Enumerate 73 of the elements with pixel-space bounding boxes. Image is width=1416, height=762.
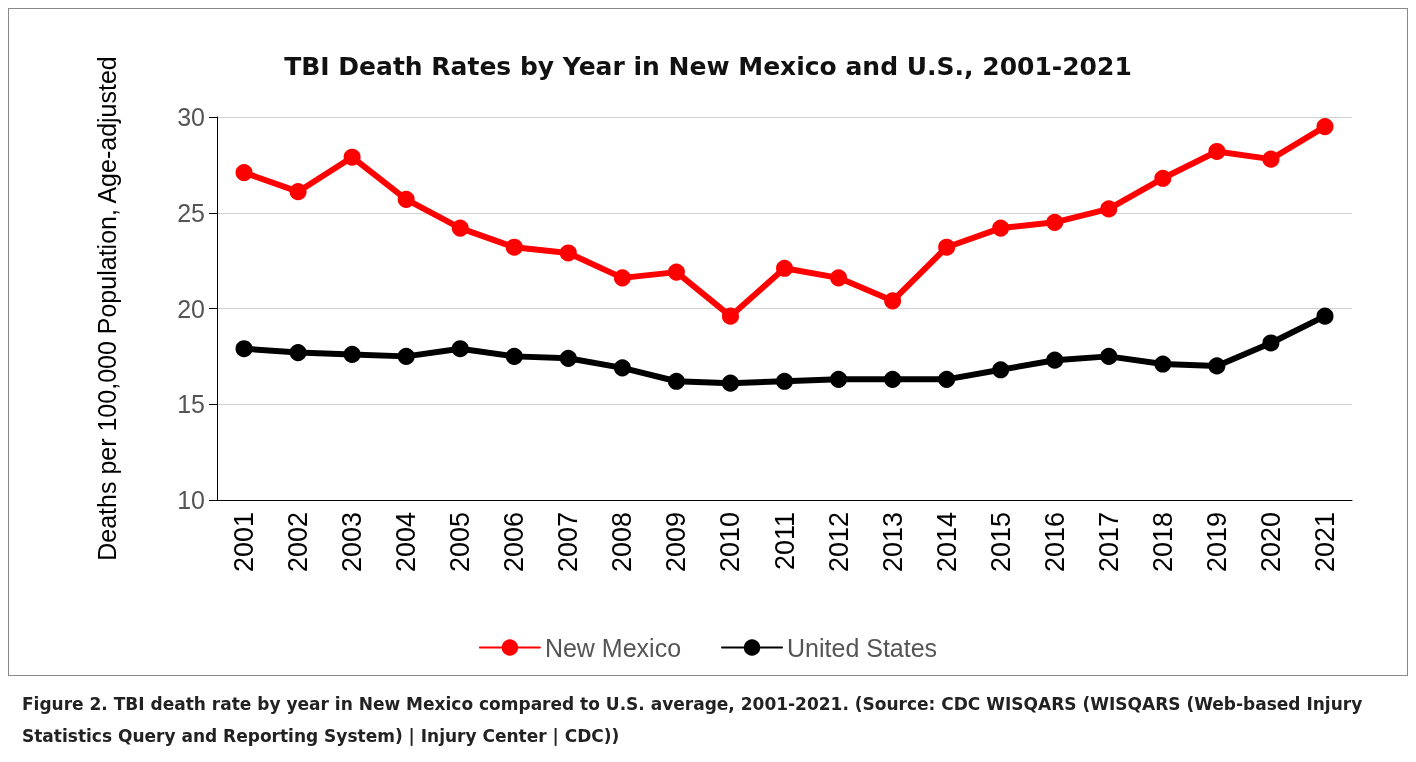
y-tick-label: 15 [177, 390, 205, 419]
point [289, 344, 307, 362]
point [830, 370, 848, 388]
point [884, 292, 902, 310]
x-tick-label: 2007 [553, 512, 584, 573]
x-tick-label: 2004 [391, 512, 422, 573]
point [1100, 347, 1118, 365]
point [1100, 200, 1118, 218]
x-tick-label: 2008 [607, 512, 638, 573]
point [559, 349, 577, 367]
x-tick-label: 2020 [1255, 512, 1286, 573]
point [667, 372, 685, 390]
x-tick-label: 2021 [1309, 512, 1340, 573]
x-tick-label: 2016 [1039, 512, 1070, 573]
point [1154, 355, 1172, 373]
point [721, 307, 739, 325]
chart-title: TBI Death Rates by Year in New Mexico and U.S., 2001-2021 [284, 52, 1132, 81]
point [938, 370, 956, 388]
y-tick-label: 10 [177, 486, 205, 514]
point [1262, 334, 1280, 352]
point [613, 359, 631, 377]
point [397, 347, 415, 365]
point [667, 263, 685, 281]
y-tick-label: 20 [177, 294, 205, 323]
y-tick-label: 25 [177, 198, 205, 227]
point [1208, 357, 1226, 375]
point [1154, 169, 1172, 187]
point [776, 259, 793, 277]
x-tick-label: 2001 [229, 512, 260, 573]
caption: Figure 2. TBI death rate by year in New Mexico compared to U.S. average, 2001-2021. (Source: CDC WISQARS (WISQARS (Web-based Injury Statistics Query and Reporting System) | Injury Center | CDC)) [22, 693, 1364, 748]
x-tick-label: 2019 [1201, 512, 1232, 573]
x-tick-label: 2018 [1147, 512, 1178, 573]
point [343, 148, 361, 166]
x-tick-label: 2014 [931, 512, 962, 573]
point [505, 347, 523, 365]
point [451, 219, 469, 237]
point [1046, 351, 1064, 369]
point [721, 374, 739, 392]
point [343, 345, 361, 363]
point [776, 372, 793, 390]
point [992, 361, 1010, 379]
point [1316, 307, 1334, 325]
x-tick-label: 2013 [877, 512, 908, 573]
x-tick-label: 2010 [715, 512, 746, 573]
point [1046, 213, 1064, 231]
x-tick-label: 2017 [1093, 512, 1124, 573]
point [235, 164, 253, 182]
point [505, 238, 523, 256]
point [397, 190, 415, 208]
y-tick-label: 30 [177, 103, 205, 131]
x-tick-label: 2011 [769, 512, 800, 571]
x-tick-label: 2003 [337, 512, 368, 573]
x-tick-label: 2002 [283, 512, 314, 573]
point [1262, 150, 1280, 168]
point [613, 269, 631, 287]
point [992, 219, 1010, 237]
x-tick-label: 2006 [499, 512, 530, 573]
x-tick-label: 2015 [985, 512, 1016, 573]
point [884, 370, 902, 388]
point [830, 269, 848, 287]
point [1316, 118, 1334, 136]
point [289, 183, 307, 201]
legend-label: United States [787, 633, 938, 662]
x-tick-label: 2012 [823, 512, 854, 573]
x-tick-label: 2005 [445, 512, 476, 573]
point [235, 340, 253, 358]
point [451, 340, 469, 358]
legend-label: New Mexico [544, 633, 682, 662]
x-tick-label: 2009 [661, 512, 692, 573]
y-axis-title: Deaths per 100,000 Population, Age-adjusted [93, 56, 121, 561]
point [938, 238, 956, 256]
point [1208, 142, 1226, 160]
point [559, 244, 577, 262]
